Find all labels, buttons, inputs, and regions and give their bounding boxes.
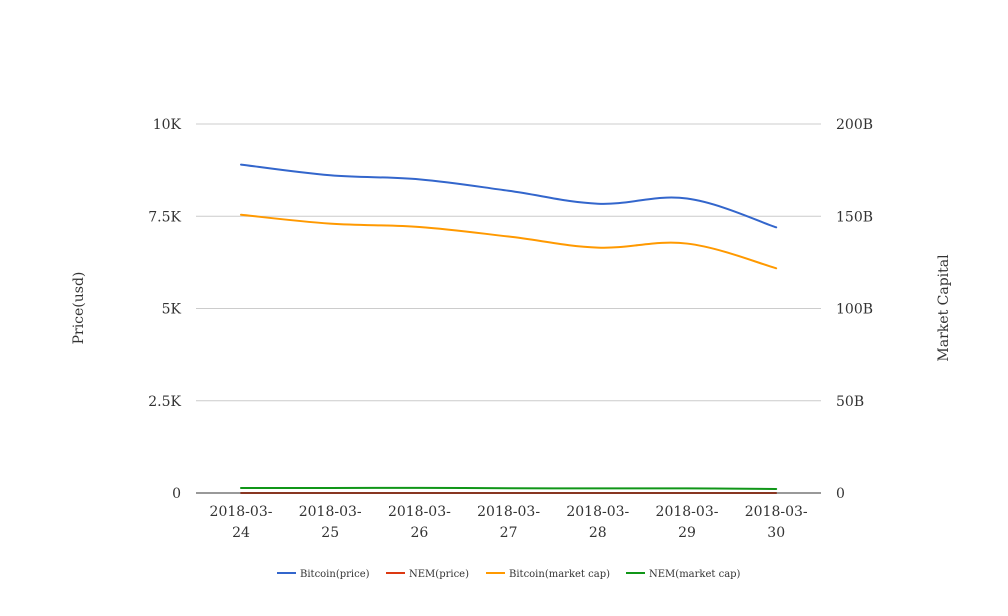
x-tick-label: 2018-03-30: [745, 504, 808, 541]
left-tick-label: 0: [172, 486, 181, 502]
legend-label: Bitcoin(market cap): [509, 569, 610, 580]
left-tick-label: 5K: [162, 302, 182, 318]
legend-label: NEM(market cap): [649, 569, 741, 580]
right-tick-label: 0: [836, 486, 845, 502]
right-tick-label: 50B: [836, 394, 864, 410]
x-axis-ticks: 2018-03-24 2018-03-25 2018-03-26 2018-03-27…: [210, 504, 808, 541]
series-line-nem-market-cap: [240, 486, 778, 490]
right-axis-title: Market Capital: [936, 254, 952, 362]
x-tick-label: 2018-03-24: [210, 504, 273, 541]
right-axis-ticks: 0 50B 100B 150B 200B: [836, 117, 873, 502]
x-tick-label: 2018-03-28: [566, 504, 629, 541]
left-tick-label: 7.5K: [148, 209, 181, 225]
x-tick-label: 2018-03-25: [299, 504, 362, 541]
x-tick-label: 2018-03-26: [388, 504, 451, 541]
legend-item-nem-price[interactable]: NEM(price): [386, 569, 469, 580]
legend-label: NEM(price): [409, 569, 469, 580]
legend-item-bitcoin-price[interactable]: Bitcoin(price): [277, 569, 370, 580]
series-line-bitcoin-market-cap: [240, 213, 778, 270]
legend-item-nem-market-cap[interactable]: NEM(market cap): [626, 569, 741, 580]
right-tick-label: 150B: [836, 209, 873, 225]
left-axis-ticks: 0 2.5K 5K 7.5K 10K: [148, 117, 181, 502]
left-tick-label: 10K: [153, 117, 182, 133]
legend-item-bitcoin-market-cap[interactable]: Bitcoin(market cap): [486, 569, 610, 580]
series-lines: [240, 163, 778, 494]
x-tick-label: 2018-03-27: [477, 504, 540, 541]
right-tick-label: 200B: [836, 117, 873, 133]
series-line-bitcoin-price: [240, 163, 778, 229]
right-tick-label: 100B: [836, 302, 873, 318]
left-tick-label: 2.5K: [148, 394, 181, 410]
left-axis-title: Price(usd): [71, 272, 87, 345]
x-tick-label: 2018-03-29: [656, 504, 719, 541]
gridlines: [196, 123, 821, 402]
legend-label: Bitcoin(price): [300, 569, 370, 580]
legend: Bitcoin(price) NEM(price) Bitcoin(market c…: [277, 569, 741, 580]
